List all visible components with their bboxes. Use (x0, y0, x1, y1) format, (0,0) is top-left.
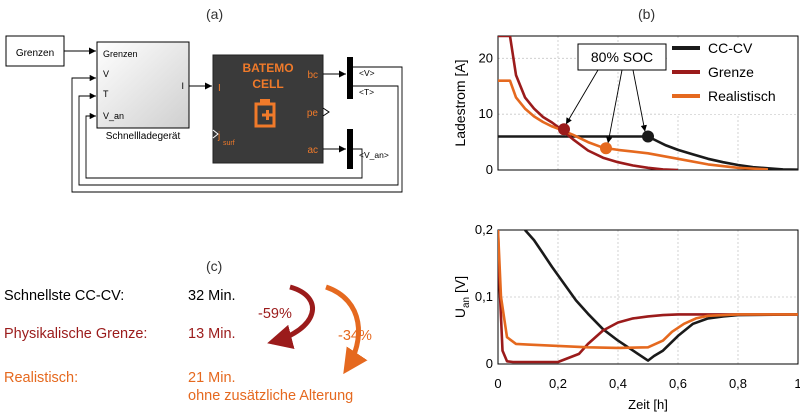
batemo-logo-line1: BATEMO (242, 61, 293, 75)
lader-port-t: T (103, 89, 109, 99)
cell-port-jsurf: j (217, 131, 220, 142)
bus-selector-1 (347, 57, 353, 99)
schnelllader-block (96, 41, 190, 129)
ladestrom-ylabel: Ladestrom [A] (452, 59, 468, 146)
ladestrom-ytick-label: 0 (486, 162, 493, 177)
uan-ytick-label: 0 (486, 356, 493, 371)
jsurf-inport-chevron (212, 129, 219, 139)
cell-port-i: I (218, 83, 221, 94)
uan-axes (497, 229, 799, 365)
soc-marker-cc-cv (642, 130, 654, 143)
soc-annotation-label: 80% SOC (591, 49, 653, 65)
lader-port-van: V_an (103, 111, 124, 121)
legend-label-realistisch: Realistisch (708, 88, 776, 104)
lader-port-grenzen: Grenzen (103, 49, 138, 59)
uan-xtick-label: 1 (794, 376, 800, 391)
ladestrom-ytick-label: 20 (479, 50, 493, 65)
row-cccv-label: Schnellste CC-CV: (4, 288, 125, 304)
pct-real: -34% (338, 328, 372, 344)
soc-arrow (632, 69, 647, 132)
uan-xtick-label: 0,4 (609, 376, 627, 391)
bus-selector-2 (347, 129, 353, 169)
uan-xlabel: Zeit [h] (628, 397, 668, 412)
cell-port-bc: bc (307, 70, 318, 81)
lader-port-i: I (181, 81, 184, 91)
bus-v-label: <V> (359, 68, 375, 78)
row-real-note: ohne zusätzliche Alterung (188, 388, 354, 404)
row-grenze-value: 13 Min. (188, 326, 236, 342)
ladestrom-series-realistisch (498, 79, 769, 170)
row-real-value: 21 Min. (188, 370, 236, 386)
batemo-logo-line2: CELL (252, 77, 283, 91)
ladestrom-ytick-label: 10 (479, 106, 493, 121)
row-real-label: Realistisch: (4, 370, 79, 386)
uan-xtick-label: 0,2 (549, 376, 567, 391)
uan-xtick-label: 0,6 (669, 376, 687, 391)
uan-xtick-label: 0,8 (729, 376, 747, 391)
uan-ytick-label: 0,2 (475, 222, 493, 237)
row-cccv-value: 32 Min. (188, 288, 236, 304)
arrow-minus34 (325, 284, 368, 375)
lader-port-v: V (103, 69, 109, 79)
grenzen-block-label: Grenzen (16, 48, 54, 59)
feedback-wire-t (78, 85, 399, 186)
arrow-minus59 (267, 284, 315, 350)
cell-port-pe: pe (307, 108, 319, 119)
panel-label-a: (a) (206, 6, 224, 22)
feedback-wire-v (71, 66, 403, 193)
soc-marker-realistisch (600, 142, 612, 155)
cell-port-ac: ac (307, 145, 318, 156)
chart-ladestrom: 0 10 20 Ladestrom [A] 80% SOC CC-CV Grenze Real… (452, 35, 799, 177)
battery-icon (254, 99, 276, 128)
uan-series-realistisch (498, 230, 798, 350)
uan-series-grenze (498, 230, 798, 364)
batemo-cell-block (212, 54, 324, 164)
row-grenze-label: Physikalische Grenze: (4, 326, 148, 342)
legend-label-grenze: Grenze (708, 64, 754, 80)
ladestrom-axes (497, 35, 799, 171)
bus-t-label: <T> (359, 87, 374, 97)
panel-label-c: (c) (206, 258, 223, 274)
lader-name: Schnellladegerät (106, 131, 181, 142)
uan-series-cccv (524, 230, 798, 362)
uan-ylabel: Uan [V] (452, 276, 472, 318)
uan-ytick-label: 0,1 (475, 289, 493, 304)
uan-xtick-label: 0 (494, 376, 501, 391)
pe-outport-chevron (322, 107, 330, 117)
bus-van-label: <V_an> (359, 150, 389, 160)
legend-label-cccv: CC-CV (708, 40, 753, 56)
pct-grenze: -59% (258, 306, 292, 322)
grenzen-block (5, 35, 65, 67)
soc-marker-grenze (558, 123, 570, 136)
soc-annotation-box (577, 43, 667, 71)
panel-label-b: (b) (638, 6, 656, 22)
chart-uan: 0 0,1 0,2 0 0,2 0,4 0,6 0,8 1 Zeit [h] Uan [V] (452, 222, 800, 412)
soc-arrow (565, 69, 599, 125)
simulink-diagram: Grenzen Grenzen V T V_an I Schnellladege… (5, 35, 403, 193)
soc-arrow (606, 69, 623, 144)
feedback-wire-van (85, 112, 363, 179)
legend-box (667, 38, 797, 114)
cell-port-jsurf-sub: surf (223, 140, 235, 147)
